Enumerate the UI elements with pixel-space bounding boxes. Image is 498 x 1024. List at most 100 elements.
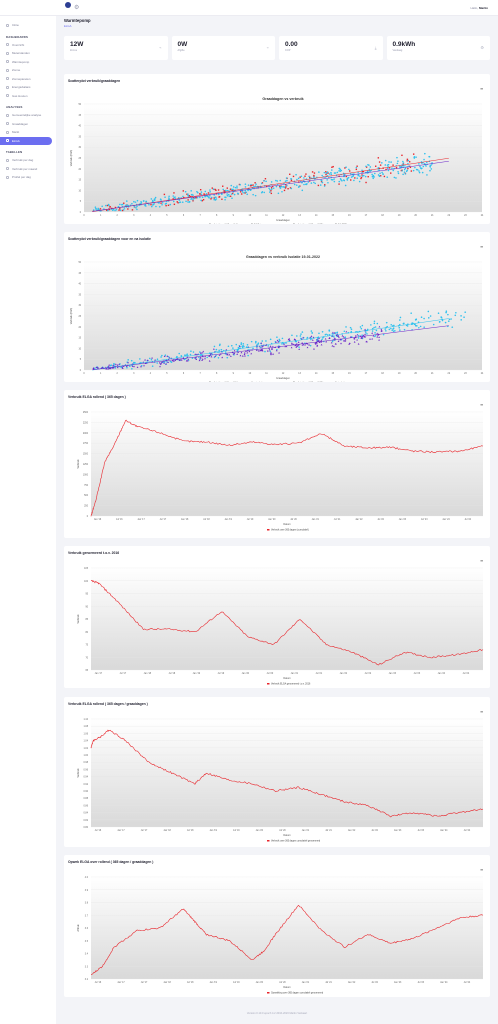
x-tick-label: 11 (265, 373, 268, 375)
y-tick-label: 3.2 (85, 979, 89, 981)
scatter-point (366, 333, 368, 335)
scatter-point (349, 336, 352, 338)
legend-item[interactable]: Verbruik over 365 dagen cumulatief genor… (271, 840, 321, 843)
scatter-point (254, 182, 256, 184)
scatter-point (388, 161, 390, 163)
x-tick-label: 17 (365, 373, 368, 375)
sidebar-item-profiel-per-dag[interactable]: Profiel per dag (0, 173, 56, 182)
scatter-point (276, 180, 279, 182)
scatter-point (226, 187, 228, 189)
sidebar-item-verbruik-per-maand[interactable]: Verbruik per maand (0, 165, 56, 174)
sidebar-item-inline[interactable]: Inline (0, 21, 56, 30)
scatter-point (204, 195, 206, 198)
scatter-point (324, 184, 326, 186)
scatter-point (290, 187, 293, 190)
x-tick-label: Jan '21 (312, 519, 320, 521)
y-tick-label: 0 (87, 516, 89, 518)
menu-icon[interactable]: ≡ (480, 402, 483, 407)
scatter-point (378, 175, 381, 178)
x-tick-label: 2 (117, 215, 119, 217)
scatter-point (210, 355, 213, 358)
sidebar-item-elga[interactable]: ELGA (0, 136, 52, 145)
legend-swatch[interactable] (267, 992, 270, 994)
x-tick-label: Jan '23 (394, 830, 402, 832)
breadcrumb[interactable]: ELGA (64, 24, 72, 28)
legend-swatch[interactable] (267, 840, 270, 842)
scatter-point (297, 344, 299, 347)
scatter-point (232, 347, 234, 349)
x-tick-label: 19 (398, 215, 401, 217)
scatter-point (376, 332, 379, 335)
chart-card: Verbruik ELGA rollend ( 365 dagen ) ≡ 0 250… (64, 390, 490, 538)
scatter-point (236, 353, 239, 355)
scatter-point (308, 175, 310, 178)
scatter-point (100, 367, 103, 369)
sidebar-section-title: TABELLEN (6, 150, 23, 154)
user-greeting[interactable]: Hallo, Martin (470, 6, 488, 10)
scatter-point (206, 356, 208, 359)
scatter-point (328, 173, 331, 175)
sidebar-item-gemeentelijke-analyse[interactable]: Gemeentelijke analyse (0, 111, 56, 120)
scatter-point (248, 350, 251, 353)
scatter-point (364, 175, 367, 178)
scatter-point (188, 201, 191, 203)
x-tick-label: Jul '17 (141, 982, 148, 984)
scatter-point (270, 187, 273, 189)
scatter-point (311, 332, 313, 334)
scatter-point (199, 196, 201, 199)
scatter-point (192, 197, 195, 199)
scatter-point (248, 187, 250, 190)
x-tick-label: Jul '23 (417, 982, 424, 984)
scatter-point (224, 198, 226, 201)
y-tick-label: 105 (84, 568, 89, 570)
main-content: Warmtepomp ELGA 12W Zonne ⌁ 0W Afgifte ⌁… (64, 18, 490, 60)
x-tick-label: 7 (199, 215, 201, 217)
legend-item[interactable]: Verbruik ELGA genormeerd t.o.v. 2016 (271, 683, 311, 686)
legend-swatch[interactable] (267, 529, 270, 531)
legend-swatch[interactable] (267, 683, 270, 685)
scatter-point (257, 349, 260, 352)
sidebar-item-overzicht[interactable]: Overzicht (0, 41, 56, 50)
nav-icon (6, 175, 9, 179)
legend-item[interactable]: Verbruik over 365 dagen (cumulatief) (271, 529, 309, 532)
chart-svg: ≡ Graaddagen vs verbruik Isolatie 19-01-2… (70, 244, 484, 382)
chart-card: Verbruik genormeerd t.o.v. 2016 ≡ 65 70 75 80… (64, 546, 490, 688)
scatter-point (422, 165, 425, 168)
scatter-point (184, 190, 187, 193)
x-axis-label: Graaddagen (276, 219, 291, 222)
sidebar-item-zonne[interactable]: Zonne (0, 66, 56, 75)
y-tick-label: 80 (85, 632, 88, 634)
scatter-point (306, 342, 309, 345)
scatter-point (298, 181, 300, 183)
sidebar-item-gas-houten[interactable]: Gas Houten (0, 92, 56, 101)
card-title: Scatterplot verbruik/graaddagen (68, 79, 121, 83)
app-logo[interactable] (65, 2, 71, 8)
scatter-point (414, 324, 417, 327)
scatter-point (277, 340, 280, 343)
scatter-point (360, 327, 363, 330)
menu-icon[interactable]: ≡ (480, 558, 483, 563)
sidebar-item-zonnepanelen[interactable]: Zonnepanelen (0, 75, 56, 84)
scatter-point (243, 192, 245, 194)
legend-item[interactable]: Opwekking over 365 dagen cumulatief geno… (271, 992, 324, 995)
menu-icon[interactable]: ≡ (480, 244, 483, 249)
nav-icon (6, 43, 9, 47)
sidebar-item-graaddagen[interactable]: Graaddagen (0, 120, 56, 129)
scatter-point (140, 364, 143, 367)
sidebar-item-verbruik-per-dag[interactable]: Verbruik per dag (0, 156, 56, 165)
scatter-point (428, 155, 431, 158)
menu-icon[interactable]: ≡ (480, 86, 483, 91)
menu-icon[interactable]: ≡ (480, 709, 483, 714)
nav-icon (6, 68, 9, 72)
scatter-point (218, 344, 221, 347)
sidebar-item-meterstanden[interactable]: Meterstanden (0, 49, 56, 58)
scatter-point (229, 355, 232, 357)
scatter-point (199, 352, 202, 354)
menu-icon[interactable]: ≡ (480, 867, 483, 872)
sidebar-item-markt[interactable]: Markt (0, 128, 56, 137)
scatter-point (386, 325, 389, 328)
gear-icon[interactable]: ⚙ (74, 5, 80, 11)
sidebar-item-energiebalans[interactable]: Energiebalans (0, 83, 56, 92)
sidebar-item-warmtepomp[interactable]: Warmtepomp (0, 58, 56, 67)
scatter-point (164, 354, 167, 357)
